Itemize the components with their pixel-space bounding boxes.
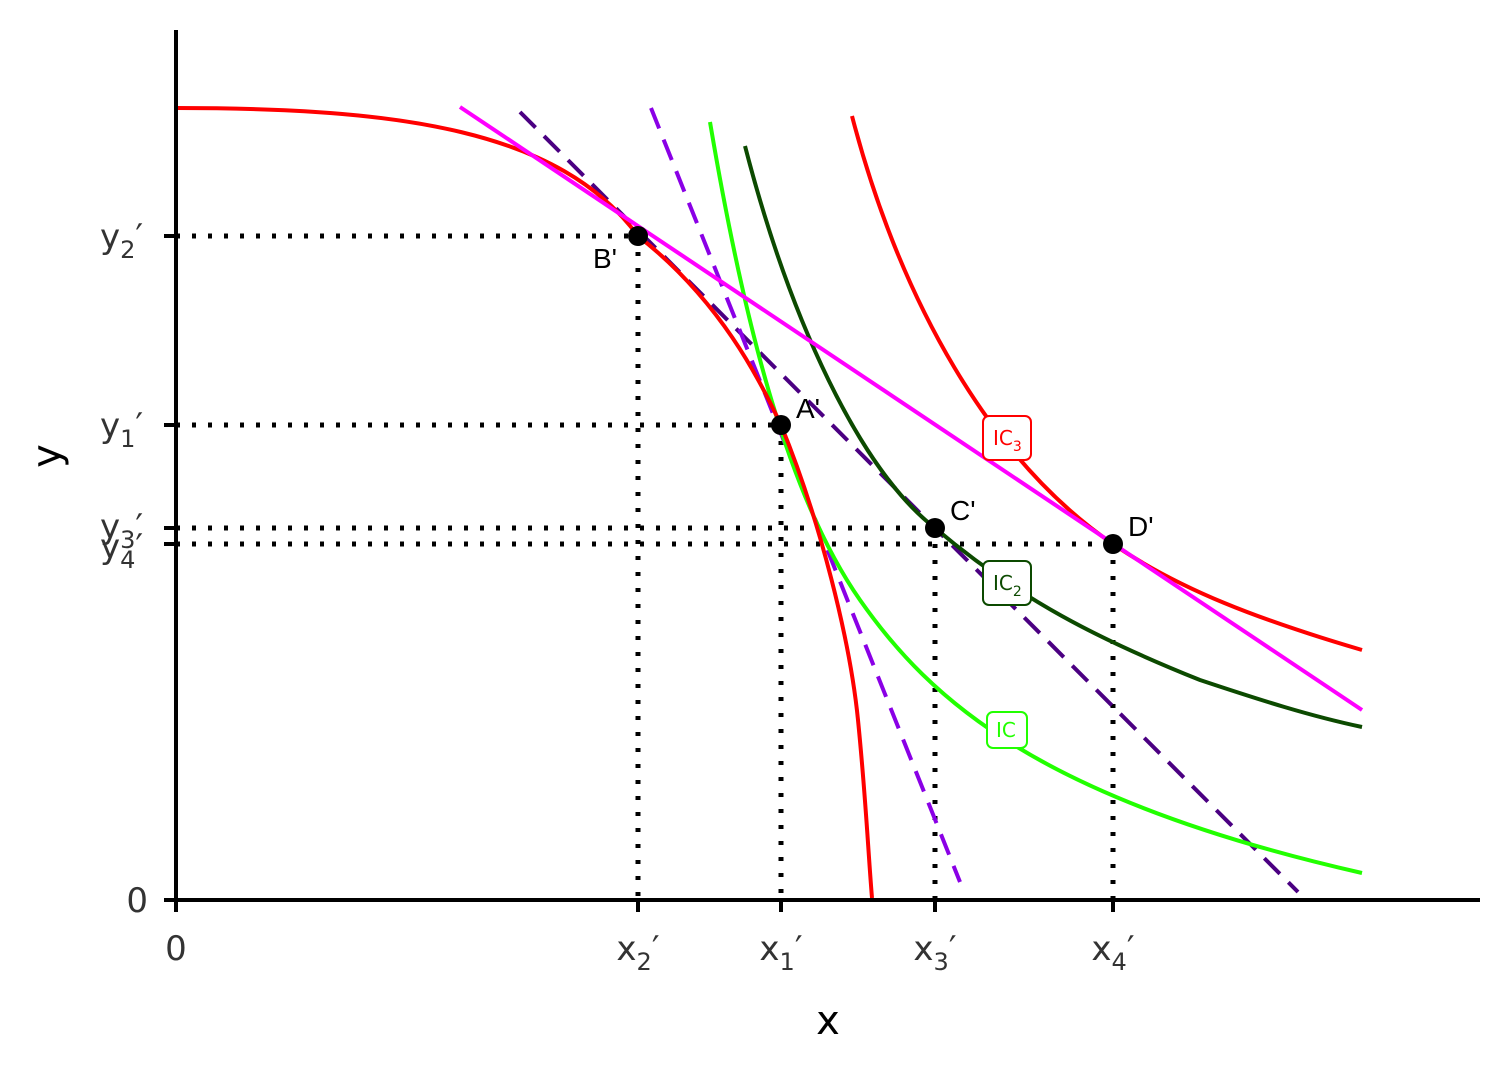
point-label-b: B' [593,243,617,274]
curve-label-ic3-text: IC3 [993,426,1022,455]
tick-marks [164,234,1115,912]
x-axis-title: x [816,998,840,1044]
indifference-curve-ic [708,121,1363,875]
point-b [628,226,648,246]
curve-label-ic3: IC3 [982,415,1032,461]
point-a [771,415,791,435]
guide-lines [176,233,1116,900]
y-tick-label-y4: y4′ [100,527,143,574]
production-possibility-frontier [175,106,874,899]
x-tick-label-x1: x1′ [759,929,802,976]
y-tick-label-y3: y3′ [100,507,143,554]
curve-label-ic: IC [986,711,1028,749]
indifference-curve-ic3 [850,115,1363,652]
point-d [1103,534,1123,554]
x-tick-label-x3: x3′ [913,929,956,976]
y-tick-label-y1: y1′ [100,406,143,453]
y-tick-label-0: 0 [126,881,148,921]
curve-label-ic2-box [982,560,1032,606]
point-c [925,518,945,538]
y-axis-title: y [24,444,70,468]
point-label-d: D' [1128,511,1154,542]
point-label-c: C' [950,495,976,526]
curve-label-ic3-box [982,415,1032,461]
curve-label-ic-text: IC [996,718,1016,742]
point-label-a: A' [796,393,820,424]
x-tick-label-0: 0 [165,929,187,969]
indifference-curve-ic2 [743,145,1363,729]
curve-label-ic-box [986,711,1028,749]
x-tick-label-x2: x2′ [616,929,659,976]
x-tick-label-x4: x4′ [1091,929,1134,976]
price-line [458,105,1364,712]
y-tick-label-y2: y2′ [100,217,143,264]
curve-label-ic2: IC2 [982,560,1032,606]
curve-label-ic2-text: IC2 [993,571,1022,600]
